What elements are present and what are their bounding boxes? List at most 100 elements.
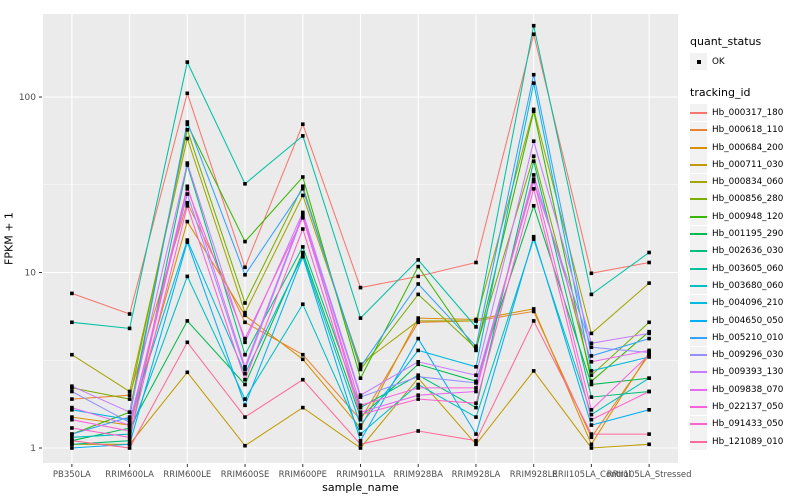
- data-point: [358, 442, 363, 447]
- data-point: [243, 352, 247, 357]
- data-point: [474, 386, 478, 390]
- legend-label: Hb_000834_060: [712, 177, 784, 188]
- data-point: [185, 204, 190, 208]
- data-point: [127, 397, 132, 401]
- legend-entry: Hb_005210_010: [690, 329, 798, 347]
- data-point: [416, 348, 420, 353]
- line-swatch: [690, 208, 707, 226]
- data-point: [127, 389, 132, 394]
- data-point: [301, 216, 305, 220]
- data-point: [70, 446, 74, 450]
- data-point: [243, 301, 247, 305]
- data-point: [185, 91, 190, 96]
- data-point: [647, 336, 651, 341]
- legend-entry: Hb_004650_050: [690, 312, 798, 329]
- legend-label: Hb_002636_030: [712, 246, 784, 257]
- data-point: [531, 139, 536, 143]
- data-point: [474, 405, 478, 410]
- data-point: [589, 271, 594, 276]
- data-point: [301, 187, 305, 191]
- data-point: [589, 395, 594, 399]
- data-point: [531, 72, 536, 77]
- data-point: [243, 182, 247, 186]
- legend-entry: Hb_121089_010: [690, 433, 798, 451]
- line-swatch: [690, 260, 707, 278]
- data-point: [647, 352, 651, 357]
- data-point: [474, 260, 478, 265]
- data-point: [301, 254, 305, 259]
- swatch-line: [690, 284, 707, 287]
- data-point: [243, 403, 247, 408]
- legend-title-tracking-id: tracking_id: [690, 86, 751, 100]
- data-point: [70, 320, 74, 325]
- data-point: [358, 376, 363, 380]
- legend-label: Hb_001195_290: [712, 229, 784, 240]
- x-tick-label: RRIM600SE: [221, 470, 270, 480]
- legend-label: Hb_000711_030: [712, 159, 784, 170]
- data-point: [531, 187, 536, 191]
- data-point: [474, 401, 478, 405]
- data-point: [301, 134, 305, 138]
- data-point: [358, 446, 363, 450]
- legend-entry: Hb_000317_180: [690, 104, 798, 122]
- data-point: [243, 336, 247, 341]
- legend-entry: Hb_003605_060: [690, 260, 798, 278]
- data-point: [70, 384, 74, 388]
- data-point: [647, 389, 651, 394]
- data-point: [474, 432, 478, 436]
- data-point: [589, 341, 594, 346]
- data-point: [358, 365, 363, 369]
- data-point: [358, 417, 363, 422]
- swatch-line: [690, 181, 707, 184]
- data-point: [358, 403, 363, 408]
- data-point: [474, 348, 478, 353]
- data-point: [185, 319, 190, 323]
- swatch-line: [690, 250, 707, 253]
- line-swatch: [690, 242, 707, 260]
- data-point: [531, 109, 536, 113]
- legend-label: Hb_000948_120: [712, 211, 784, 222]
- line-swatch: [690, 225, 707, 243]
- swatch-line: [690, 146, 707, 149]
- data-point: [531, 32, 536, 36]
- data-point: [185, 238, 190, 242]
- data-point: [474, 415, 478, 419]
- data-point: [243, 382, 247, 387]
- data-point: [185, 163, 190, 167]
- data-point: [358, 285, 363, 290]
- data-point: [358, 393, 363, 397]
- data-point: [474, 346, 478, 351]
- swatch-line: [690, 319, 707, 322]
- legend-label: Hb_009296_030: [712, 350, 784, 361]
- data-point: [243, 415, 247, 419]
- data-point: [243, 367, 247, 372]
- data-point: [185, 200, 190, 205]
- data-point: [647, 348, 651, 353]
- data-point: [647, 376, 651, 380]
- legend-label: Hb_003680_060: [712, 280, 784, 291]
- data-point: [70, 426, 74, 430]
- legend-label: Hb_000684_200: [712, 142, 784, 153]
- x-tick-label: RRIM928LA: [452, 470, 501, 480]
- data-point: [301, 357, 305, 362]
- data-point: [70, 291, 74, 296]
- data-point: [70, 408, 74, 412]
- data-point: [416, 264, 420, 269]
- data-point: [185, 161, 190, 165]
- data-point: [243, 310, 247, 315]
- data-point: [589, 292, 594, 297]
- data-point: [474, 442, 478, 447]
- data-point: [301, 352, 305, 357]
- line-swatch: [690, 139, 707, 157]
- data-point: [243, 273, 247, 277]
- data-point: [416, 360, 420, 364]
- swatch-line: [690, 267, 707, 270]
- data-point: [589, 354, 594, 358]
- data-point: [127, 415, 132, 419]
- x-axis-title: sample_name: [322, 481, 399, 494]
- data-point: [70, 432, 74, 436]
- data-point: [474, 381, 478, 385]
- data-point: [243, 340, 247, 345]
- data-point: [531, 234, 536, 239]
- data-point: [127, 417, 132, 422]
